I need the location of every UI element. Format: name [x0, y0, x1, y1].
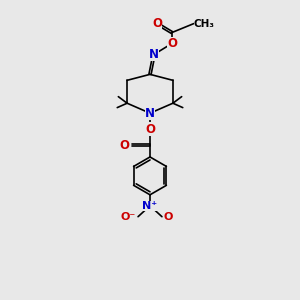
Text: O: O — [164, 212, 173, 222]
Text: N⁺: N⁺ — [142, 201, 158, 211]
Text: N: N — [149, 48, 159, 61]
Text: O: O — [152, 17, 162, 30]
Text: O: O — [119, 139, 129, 152]
Text: O: O — [145, 123, 155, 136]
Text: O⁻: O⁻ — [121, 212, 136, 222]
Text: O: O — [167, 37, 177, 50]
Text: CH₃: CH₃ — [194, 19, 215, 28]
Text: N: N — [145, 107, 155, 120]
